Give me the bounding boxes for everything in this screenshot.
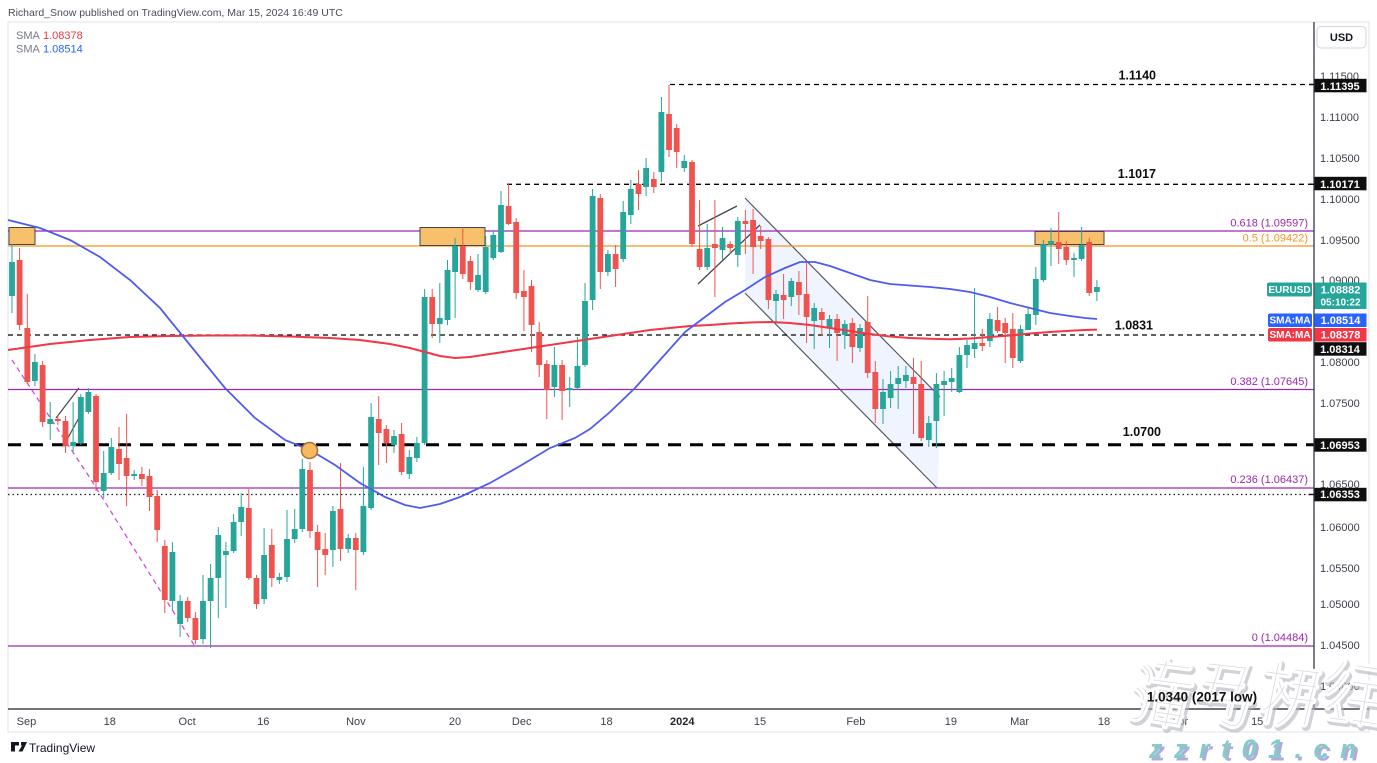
svg-text:2024: 2024 <box>670 716 695 728</box>
svg-text:20: 20 <box>449 716 461 728</box>
svg-text:05:10:22: 05:10:22 <box>1320 298 1360 309</box>
svg-text:15: 15 <box>754 716 766 728</box>
svg-text:1.11395: 1.11395 <box>1320 81 1359 93</box>
svg-text:1.04500: 1.04500 <box>1320 640 1360 652</box>
svg-text:0.5 (1.09422): 0.5 (1.09422) <box>1243 233 1308 245</box>
svg-text:1.08882: 1.08882 <box>1321 285 1361 297</box>
svg-text:19: 19 <box>945 716 957 728</box>
svg-text:1.07500: 1.07500 <box>1320 398 1360 410</box>
svg-text:USD: USD <box>1330 32 1353 44</box>
svg-text:SMA:MA: SMA:MA <box>1269 330 1310 341</box>
svg-text:Nov: Nov <box>346 716 366 728</box>
svg-text:zzrt01.cn: zzrt01.cn <box>1148 734 1368 763</box>
svg-text:1.05000: 1.05000 <box>1320 599 1360 611</box>
svg-text:TradingView: TradingView <box>29 741 95 755</box>
svg-text:SMA: SMA <box>16 44 41 56</box>
svg-text:1.0340 (2017 low): 1.0340 (2017 low) <box>1147 690 1257 705</box>
svg-text:Mar: Mar <box>1010 716 1029 728</box>
svg-text:1.11000: 1.11000 <box>1320 112 1359 124</box>
svg-text:0.382 (1.07645): 0.382 (1.07645) <box>1230 376 1308 388</box>
svg-text:SMA:MA: SMA:MA <box>1269 316 1310 327</box>
svg-text:1.06353: 1.06353 <box>1320 489 1360 501</box>
svg-text:1.10500: 1.10500 <box>1320 153 1360 165</box>
svg-text:1.08378: 1.08378 <box>1321 330 1361 342</box>
svg-text:1.10000: 1.10000 <box>1320 194 1360 206</box>
svg-text:Sep: Sep <box>17 716 37 728</box>
svg-text:1.08514: 1.08514 <box>1321 315 1362 327</box>
svg-text:18: 18 <box>1098 716 1110 728</box>
svg-text:18: 18 <box>104 716 116 728</box>
svg-text:1.1017: 1.1017 <box>1118 167 1156 181</box>
svg-text:1.09500: 1.09500 <box>1320 235 1360 247</box>
svg-text:18: 18 <box>600 716 612 728</box>
svg-text:1.0700: 1.0700 <box>1123 425 1161 439</box>
svg-text:0.236 (1.06437): 0.236 (1.06437) <box>1230 474 1308 486</box>
svg-text:0.618 (1.09597): 0.618 (1.09597) <box>1230 218 1308 230</box>
svg-text:15: 15 <box>1251 716 1263 728</box>
svg-text:Richard_Snow published on Trad: Richard_Snow published on TradingView.co… <box>8 7 343 19</box>
svg-text:1.0831: 1.0831 <box>1115 319 1153 333</box>
svg-text:1.06000: 1.06000 <box>1320 522 1360 534</box>
svg-text:1.1140: 1.1140 <box>1118 69 1156 83</box>
svg-text:Feb: Feb <box>846 716 865 728</box>
svg-text:1.06953: 1.06953 <box>1320 440 1360 452</box>
svg-text:Dec: Dec <box>512 716 532 728</box>
svg-text:zzrt01.cn: zzrt01.cn <box>1151 737 1371 763</box>
svg-text:1.08378: 1.08378 <box>43 30 83 42</box>
svg-text:EURUSD: EURUSD <box>1268 285 1310 296</box>
svg-text:1.08000: 1.08000 <box>1320 357 1360 369</box>
svg-text:SMA: SMA <box>16 30 41 42</box>
svg-text:1.10171: 1.10171 <box>1320 179 1360 191</box>
svg-text:1.05500: 1.05500 <box>1320 563 1360 575</box>
svg-text:1.08314: 1.08314 <box>1320 344 1361 356</box>
svg-text:16: 16 <box>257 716 269 728</box>
svg-text:1.08514: 1.08514 <box>43 44 83 56</box>
svg-text:0 (1.04484): 0 (1.04484) <box>1252 632 1308 644</box>
svg-text:Oct: Oct <box>179 716 196 728</box>
